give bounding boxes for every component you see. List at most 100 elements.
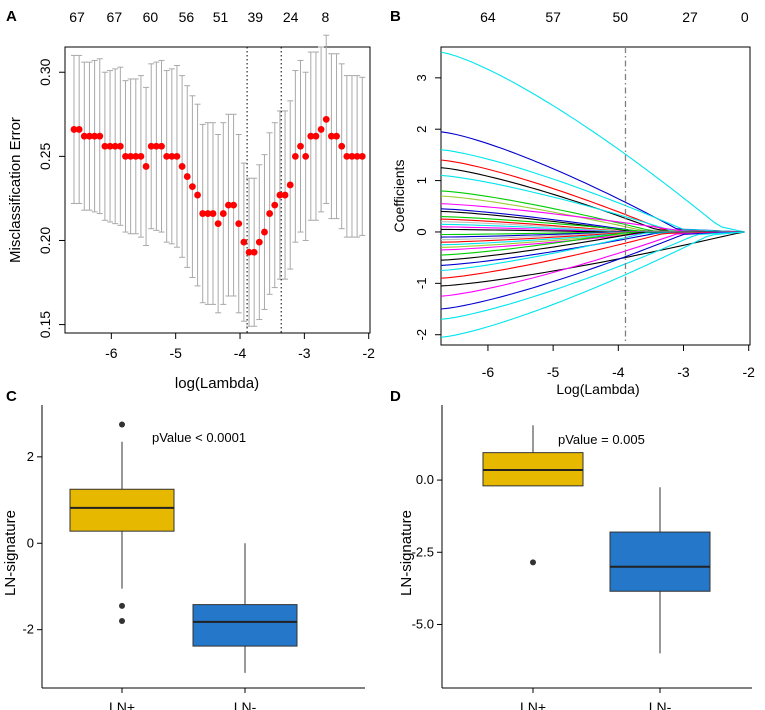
panel-a-point [101, 142, 109, 150]
panel-b-x-tick-label: -3 [677, 364, 690, 380]
panel-a-point [271, 201, 279, 209]
panel-d-annotation: pValue = 0.005 [558, 432, 645, 447]
panel-a-point [96, 132, 104, 140]
panel-a-point [147, 142, 155, 150]
panel-a-point [70, 126, 78, 133]
panel-d-y-tick-label: -2.5 [412, 544, 434, 559]
panel-a-point [338, 142, 346, 150]
panel-a-point [317, 126, 325, 133]
panel-d-y-tick-label: 0.0 [416, 472, 434, 487]
panel-a-x-tick-label: -3 [298, 345, 311, 361]
panel-a-point [214, 220, 222, 228]
panel-a-x-tick-label: -4 [234, 345, 247, 361]
panel-label-a: A [6, 8, 17, 25]
panel-b-coefficient-path [440, 231, 745, 338]
panel-a-y-label: Misclassification Error [7, 117, 24, 263]
panel-d-outlier [530, 559, 536, 566]
panel-c-y-tick-label: 0 [27, 535, 34, 550]
panel-a-point [343, 152, 351, 160]
panel-b-x-tick-label: -4 [612, 364, 625, 380]
panel-a-point [250, 248, 258, 256]
panel-b-coefficient-path [440, 231, 745, 279]
panel-c-outlier [119, 602, 125, 609]
panel-a-point [353, 152, 361, 160]
panel-b-top-label: 64 [480, 9, 496, 25]
panel-b-coefficient-path [440, 231, 745, 320]
panel-a-top-label: 39 [247, 9, 263, 25]
panel-a-point [219, 210, 227, 217]
panel-b-coefficient-path [440, 167, 745, 233]
panel-a-point [348, 152, 356, 160]
panel-b-top-label: 27 [682, 9, 698, 25]
panel-c-boxes [69, 421, 298, 673]
panel-c-box [69, 488, 175, 532]
panel-b-y-tick-label: 0 [414, 228, 429, 235]
panel-a-top-axis: 67 67 60 56 51 39 24 8 [69, 9, 329, 25]
panel-b-top-label: 57 [545, 9, 561, 25]
panel-c-y-tick-label: 2 [27, 449, 34, 464]
panel-a-point [199, 210, 207, 217]
panel-a-point [302, 152, 310, 160]
panel-a-point [240, 238, 248, 246]
panel-a-point [266, 210, 274, 217]
panel-a-point [235, 220, 243, 228]
panel-a-point [173, 152, 181, 160]
panel-d-boxes [482, 425, 711, 654]
panel-b-coefficient-path [440, 149, 745, 233]
panel-a-y-tick-label: 0.25 [37, 143, 53, 170]
panel-a-point [189, 183, 196, 191]
panel-a-top-label: 67 [69, 9, 85, 25]
panel-c-y-tick-label: -2 [22, 622, 34, 637]
panel-b-top-label: 50 [612, 9, 628, 25]
panel-a-top-label: 8 [321, 9, 329, 25]
panel-a-cv-error-plot: -6 -5 -4 -3 -2 0.15 0.20 0.25 0.30 67 67 60 56 51 39… [7, 9, 375, 392]
panel-a-point [333, 132, 340, 140]
panel-b-x-tick-label: -6 [482, 364, 495, 380]
panel-a-point [75, 126, 83, 133]
panel-label-c: C [6, 388, 17, 405]
panel-d-box [609, 531, 711, 592]
panel-b-y-tick-label: -2 [414, 329, 429, 341]
panel-c-x-tick-label: LN+ [109, 699, 135, 710]
panel-d-y-label: LN-signature [398, 510, 415, 596]
panel-a-point [286, 181, 294, 189]
panel-b-x-tick-label: -2 [742, 364, 755, 380]
panel-a-point [209, 210, 217, 217]
panel-c-box [192, 604, 298, 647]
panel-a-y-tick-label: 0.30 [37, 58, 53, 85]
panel-a-y-tick-label: 0.15 [37, 311, 53, 338]
panel-a-point [281, 191, 289, 199]
panel-a-point [276, 191, 284, 199]
panel-b-top-axis: 64 57 50 27 0 [480, 9, 749, 25]
panel-b-coefficient-path [440, 51, 745, 233]
panel-a-top-label: 51 [213, 9, 229, 25]
panel-a-point [158, 142, 165, 150]
panel-c-boxplot: -2 0 2 LN+ LN- pValue < 0.0001 LN-signature [2, 405, 365, 710]
panel-a-point [312, 132, 320, 140]
panel-a-point [132, 152, 140, 160]
panel-d-boxplot: -5.0 -2.5 0.0 LN+ LN- pValue = 0.005 LN-sign… [398, 405, 752, 710]
panel-c-y-label: LN-signature [2, 510, 19, 596]
panel-a-point [327, 132, 335, 140]
panel-a-points [70, 115, 366, 256]
panel-d-x-tick-label: LN- [649, 699, 672, 710]
panel-a-point [225, 201, 232, 209]
panel-a-point [255, 238, 263, 246]
panel-b-y-tick-label: 3 [414, 74, 429, 81]
panel-a-point [106, 142, 114, 150]
panel-label-b: B [390, 8, 401, 25]
panel-b-y-axis: -2 -1 0 1 2 3 [414, 74, 441, 341]
panel-b-y-tick-label: -1 [414, 278, 429, 290]
panel-b-y-tick-label: 1 [414, 177, 429, 184]
panel-c-outlier [119, 421, 125, 428]
panel-a-point [86, 132, 93, 140]
panel-a-x-tick-label: -2 [362, 345, 375, 361]
panel-a-error-bars [71, 34, 366, 327]
panel-a-point [122, 152, 129, 160]
panel-a-top-label: 24 [283, 9, 299, 25]
panel-c-x-tick-label: LN- [234, 699, 257, 710]
panel-a-point [142, 163, 150, 170]
panel-a-point [245, 248, 253, 256]
panel-c-axes: -2 0 2 LN+ LN- [22, 405, 365, 710]
panel-a-top-label: 67 [107, 9, 123, 25]
